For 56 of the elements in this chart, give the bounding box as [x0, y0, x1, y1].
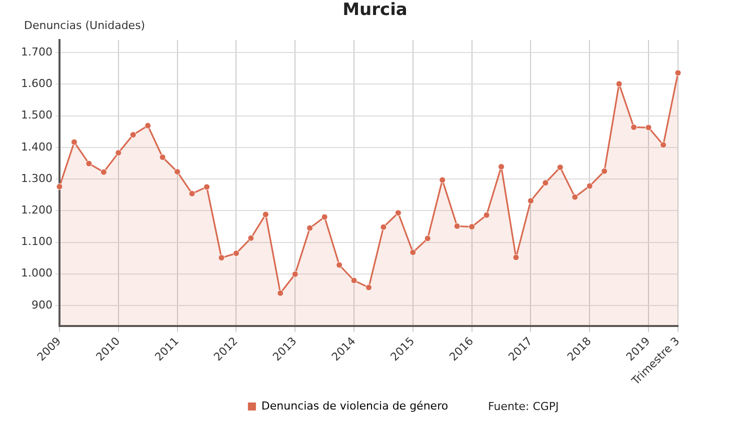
point [660, 142, 667, 148]
point [424, 235, 431, 242]
y-tick-label: 900 [31, 298, 52, 312]
y-tick-label: 1.200 [20, 204, 52, 217]
point [188, 190, 196, 197]
y-tick-label: 1.300 [20, 172, 52, 185]
chart-title: Murcia [342, 0, 408, 20]
point [159, 154, 166, 160]
point [572, 194, 578, 200]
legend-label: Denuncias de violencia de género [261, 399, 448, 412]
point [70, 138, 78, 146]
point [394, 210, 402, 216]
point [512, 254, 520, 261]
point [262, 211, 269, 218]
point [527, 198, 534, 204]
point [483, 212, 490, 218]
point [454, 222, 460, 230]
point [277, 290, 284, 296]
point [468, 224, 476, 230]
y-tick-label: 1.000 [20, 266, 52, 280]
point [204, 184, 210, 190]
y-tick-label: 1.100 [20, 235, 52, 248]
point [350, 277, 358, 284]
point [630, 124, 638, 130]
point [306, 224, 314, 232]
point [601, 168, 608, 174]
point [321, 214, 328, 220]
point [586, 182, 593, 190]
point [292, 270, 298, 278]
y-axis-title: Denuncias (Unidades) [24, 19, 146, 32]
point [218, 254, 225, 261]
point [86, 160, 92, 167]
point [542, 180, 549, 186]
point [336, 262, 343, 268]
point [556, 164, 564, 171]
y-tick-label: 1.400 [20, 140, 52, 154]
point [130, 132, 136, 138]
point [439, 176, 446, 184]
point [616, 80, 622, 88]
point [100, 168, 107, 176]
y-tick-label: 1.600 [20, 77, 52, 90]
point [645, 124, 652, 131]
y-tick-label: 1.700 [20, 46, 52, 58]
point [174, 168, 181, 176]
point [380, 224, 387, 230]
point [56, 183, 63, 190]
point [498, 163, 505, 170]
point [248, 234, 254, 242]
point [410, 249, 416, 256]
point [115, 150, 122, 156]
source-note: Fuente: CGPJ [488, 400, 559, 413]
point [144, 122, 152, 129]
point [232, 250, 240, 257]
point [674, 70, 682, 76]
point [365, 284, 372, 291]
y-tick-label: 1.500 [20, 108, 52, 122]
